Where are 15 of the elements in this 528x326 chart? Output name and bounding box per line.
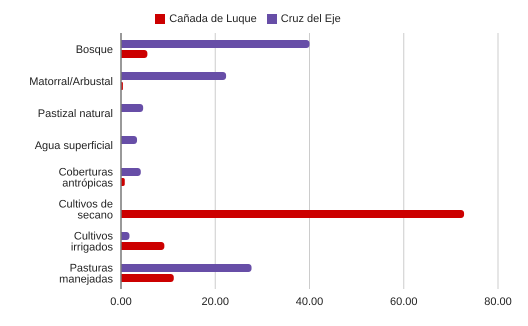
x-tick-label: 0.00 <box>110 296 132 308</box>
x-tick-label: 20.00 <box>201 296 230 308</box>
x-tick-label: 60.00 <box>390 296 418 308</box>
y-tick-label: Agua superficial <box>34 140 113 152</box>
x-tick-label: 40.00 <box>296 296 324 308</box>
y-tick-label: Pastizal natural <box>38 108 113 120</box>
x-tick-label: 80.00 <box>484 296 512 308</box>
legend-label: Cañada de Luque <box>169 13 257 25</box>
y-tick-label: Bosque <box>76 44 113 56</box>
legend-label: Cruz del Eje <box>280 13 341 25</box>
y-tick-label: Pasturas manejadas <box>59 262 114 286</box>
y-tick-label: Cultivos irrigados <box>70 230 114 254</box>
y-tick-label: Coberturas antrópicas <box>58 166 114 190</box>
y-tick-label: Cultivos de secano <box>58 198 113 222</box>
y-tick-label: Matorral/Arbustal <box>29 76 113 88</box>
